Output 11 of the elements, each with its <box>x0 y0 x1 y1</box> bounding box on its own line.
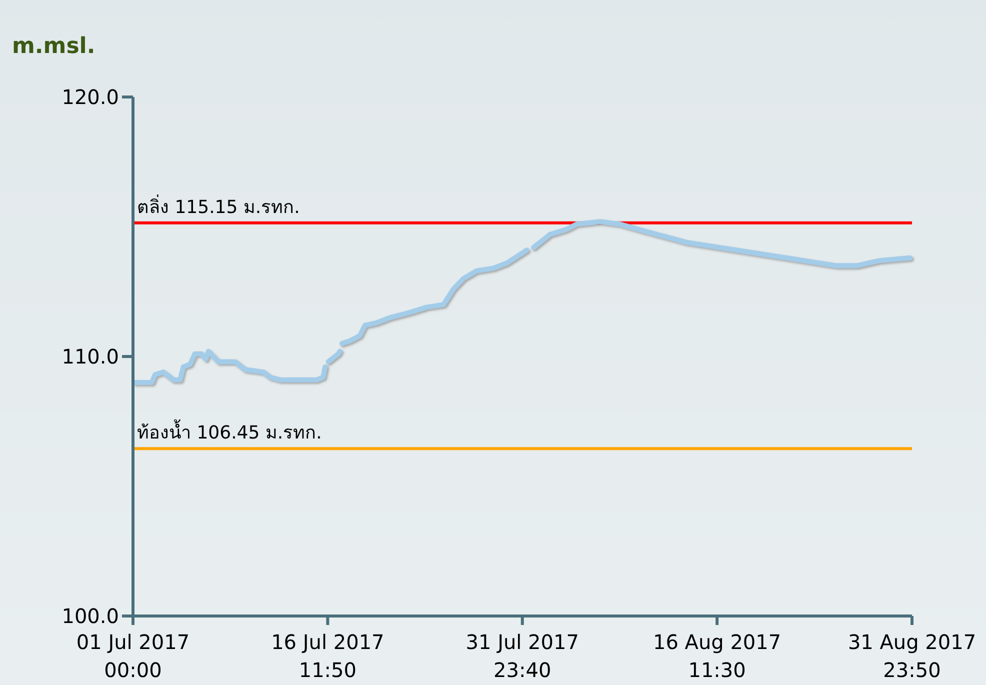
y-tick-label: 100.0 <box>62 604 119 628</box>
y-tick-label: 120.0 <box>62 85 119 109</box>
x-tick-label: 31 Aug 2017 23:50 <box>848 630 976 682</box>
ref-line-label: ตลิ่ง 115.15 ม.รทก. <box>137 194 300 218</box>
x-tick-label: 31 Jul 2017 23:40 <box>466 630 579 682</box>
y-tick-label: 110.0 <box>62 344 119 368</box>
x-tick-label: 16 Aug 2017 11:30 <box>652 630 782 682</box>
x-tick-label: 01 Jul 2017 00:00 <box>76 630 190 682</box>
ref-line-label: ท้องน้ำ 106.45 ม.รทก. <box>137 420 322 444</box>
x-tick-label: 16 Jul 2017 11:50 <box>271 630 384 682</box>
y-axis-title: m.msl. <box>12 34 96 59</box>
